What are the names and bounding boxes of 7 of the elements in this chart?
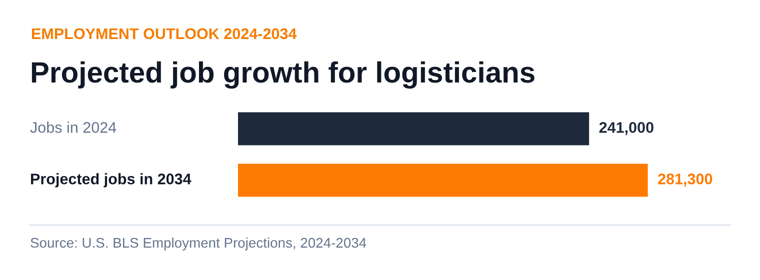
y-tick-label: Projected jobs in 2034 [31, 173, 192, 188]
chart-title: Projected job growth for logisticians [32, 61, 534, 89]
source-note: Source: U.S. BLS Employment Projections, 2024-2034 [30, 238, 366, 250]
chart-subtitle: EMPLOYMENT OUTLOOK 2024-2034 [32, 28, 297, 40]
data-label: 241,000 [599, 122, 654, 136]
y-tick-label: Jobs in 2024 [30, 122, 116, 133]
data-label: 281,300 [658, 174, 712, 187]
